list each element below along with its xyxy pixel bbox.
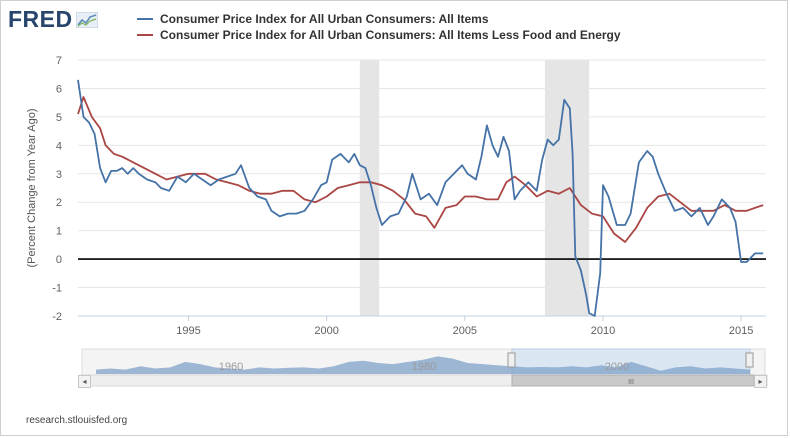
y-tick-label: 3 (56, 169, 62, 181)
range-navigator[interactable]: 1960 1980 2000 III (79, 348, 768, 387)
series-line-0[interactable] (77, 79, 764, 317)
navigator-handle-left[interactable] (507, 352, 516, 368)
y-tick-label: 5 (56, 112, 62, 124)
x-tick-label: 1995 (176, 325, 200, 337)
navigator-area (96, 356, 750, 374)
chevron-right-icon: ▸ (758, 377, 763, 386)
series-line-1[interactable] (77, 96, 764, 243)
source-link[interactable]: research.stlouisfed.org (26, 415, 128, 426)
series-lines (77, 79, 764, 317)
legend-item-cpi-core[interactable]: Consumer Price Index for All Urban Consu… (137, 27, 621, 43)
chart-legend: Consumer Price Index for All Urban Consu… (137, 11, 621, 43)
scroll-left-button[interactable]: ◂ (78, 375, 91, 388)
logo-graph-icon (75, 11, 98, 28)
y-tick-label: 4 (56, 140, 62, 152)
legend-label: Consumer Price Index for All Urban Consu… (160, 28, 621, 42)
x-tick-label: 2015 (729, 325, 753, 337)
x-tick-label: 2005 (453, 325, 477, 337)
grid-lines (78, 59, 766, 317)
x-axis-ticks: 1995 2000 2005 2010 2015 (176, 316, 753, 337)
fred-logo[interactable]: FRED (8, 6, 98, 33)
navigator-label-1980: 1980 (412, 361, 436, 373)
navigator-handle-right[interactable] (745, 352, 754, 368)
legend-label: Consumer Price Index for All Urban Consu… (160, 12, 489, 26)
scroll-right-button[interactable]: ▸ (754, 375, 767, 388)
y-tick-label: 0 (56, 254, 62, 266)
legend-item-cpi-all[interactable]: Consumer Price Index for All Urban Consu… (137, 11, 621, 27)
y-tick-label: 7 (56, 55, 62, 67)
legend-swatch-blue (137, 18, 153, 20)
legend-swatch-red (137, 34, 153, 36)
chevron-left-icon: ◂ (82, 377, 87, 386)
y-tick-label: 2 (56, 197, 62, 209)
recession-shading (359, 60, 590, 316)
x-tick-label: 2000 (314, 325, 338, 337)
y-tick-label: -2 (52, 311, 62, 323)
y-axis-ticks: -2 -1 0 1 2 3 4 5 6 7 (52, 55, 62, 323)
navigator-label-1960: 1960 (219, 361, 243, 373)
recession-band-0 (359, 60, 380, 316)
y-axis-label: (Percent Change from Year Ago) (26, 109, 38, 268)
y-tick-label: 1 (56, 226, 62, 238)
x-tick-label: 2010 (591, 325, 615, 337)
logo-text: FRED (8, 6, 73, 32)
scrollbar-grip: III (628, 379, 634, 386)
y-tick-label: -1 (52, 283, 62, 295)
navigator-label-2000: 2000 (605, 361, 629, 373)
y-tick-label: 6 (56, 83, 62, 95)
